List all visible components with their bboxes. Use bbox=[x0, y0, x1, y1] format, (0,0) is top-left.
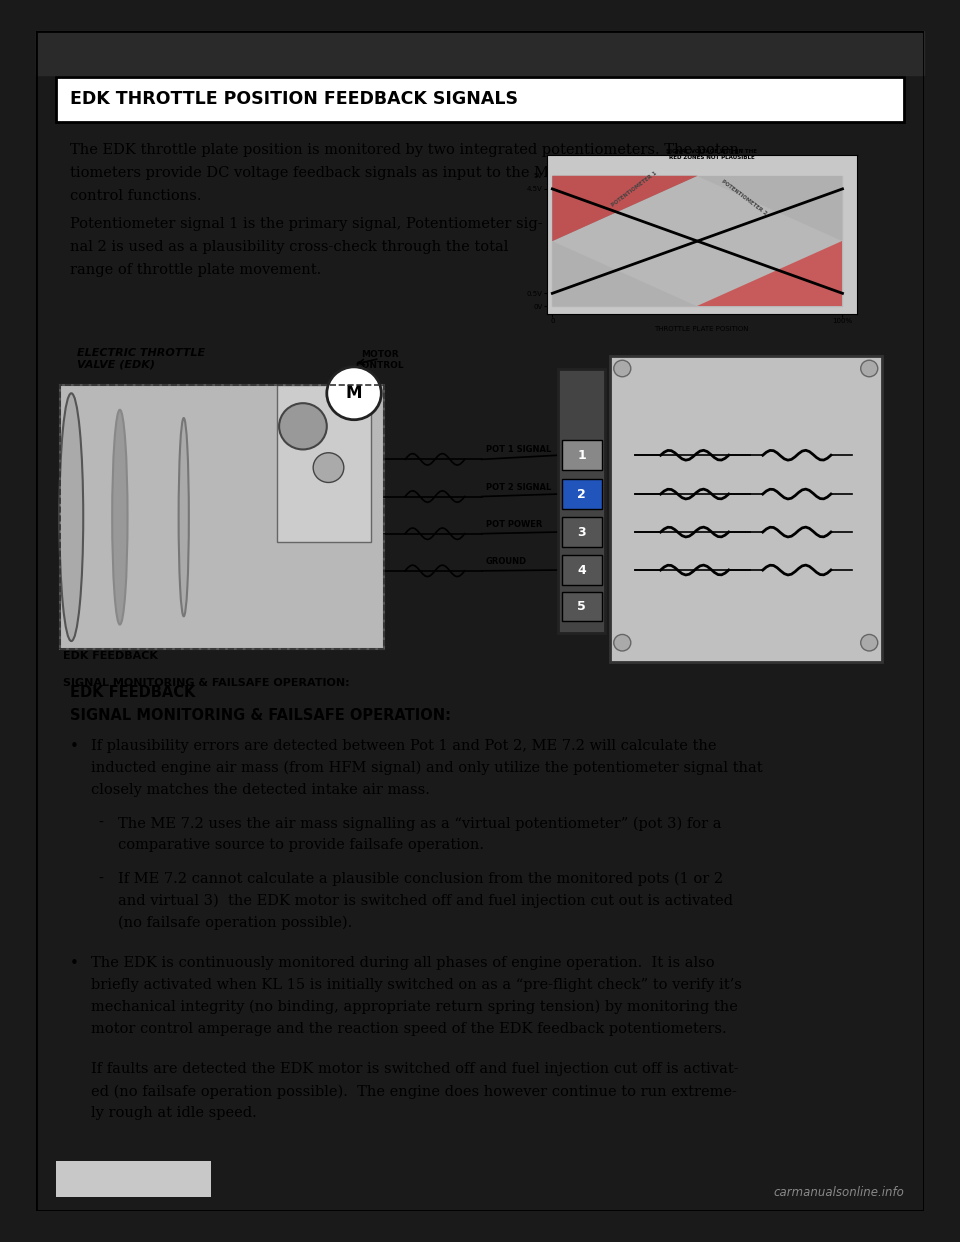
Circle shape bbox=[613, 635, 631, 651]
Bar bbox=[277, 385, 372, 542]
Text: range of throttle plate movement.: range of throttle plate movement. bbox=[70, 263, 322, 277]
Text: ed (no failsafe operation possible).  The engine does however continue to run ex: ed (no failsafe operation possible). The… bbox=[91, 1084, 737, 1098]
Text: 2: 2 bbox=[578, 488, 587, 501]
Bar bbox=[562, 555, 602, 585]
Text: The EDK is continuously monitored during all phases of engine operation.  It is : The EDK is continuously monitored during… bbox=[91, 956, 715, 970]
Text: closely matches the detected intake air mass.: closely matches the detected intake air … bbox=[91, 782, 430, 796]
Text: nal 2 is used as a plausibility cross-check through the total: nal 2 is used as a plausibility cross-ch… bbox=[70, 240, 509, 253]
Circle shape bbox=[326, 366, 381, 420]
Text: If faults are detected the EDK motor is switched off and fuel injection cut off : If faults are detected the EDK motor is … bbox=[91, 1062, 739, 1077]
Text: •: • bbox=[70, 956, 79, 971]
Text: 1: 1 bbox=[578, 448, 587, 462]
Bar bbox=[60, 385, 384, 650]
Text: comparative source to provide failsafe operation.: comparative source to provide failsafe o… bbox=[118, 838, 484, 852]
Text: The EDK throttle plate position is monitored by two integrated potentiometers. T: The EDK throttle plate position is monit… bbox=[70, 143, 744, 158]
Text: If plausibility errors are detected between Pot 1 and Pot 2, ME 7.2 will calcula: If plausibility errors are detected betw… bbox=[91, 739, 717, 753]
Circle shape bbox=[313, 453, 344, 482]
Text: MOTOR
CONTROL: MOTOR CONTROL bbox=[355, 350, 404, 370]
Ellipse shape bbox=[112, 410, 128, 625]
Text: SIGNAL VOLTAGE WITHIN THE
RED ZONES NOT PLAUSIBLE: SIGNAL VOLTAGE WITHIN THE RED ZONES NOT … bbox=[666, 149, 757, 160]
Text: M: M bbox=[346, 384, 362, 402]
Polygon shape bbox=[697, 176, 843, 241]
Text: POT POWER: POT POWER bbox=[486, 519, 542, 529]
Text: POTENTIOMETER 2: POTENTIOMETER 2 bbox=[721, 179, 768, 216]
Text: -: - bbox=[99, 872, 104, 886]
Text: SIGNAL MONITORING & FAILSAFE OPERATION:: SIGNAL MONITORING & FAILSAFE OPERATION: bbox=[70, 708, 451, 723]
Bar bbox=[562, 517, 602, 546]
Polygon shape bbox=[552, 176, 697, 241]
Ellipse shape bbox=[60, 394, 84, 641]
Polygon shape bbox=[552, 241, 697, 307]
Circle shape bbox=[861, 635, 877, 651]
Text: POTENTIOMETER 1: POTENTIOMETER 1 bbox=[611, 170, 658, 209]
Circle shape bbox=[613, 360, 631, 376]
Text: EDK FEEDBACK: EDK FEEDBACK bbox=[70, 684, 196, 699]
Text: EDK FEEDBACK: EDK FEEDBACK bbox=[62, 651, 157, 661]
Text: 5: 5 bbox=[578, 600, 587, 612]
Bar bbox=[562, 591, 602, 621]
Text: 4: 4 bbox=[578, 564, 587, 576]
Bar bbox=[56, 77, 904, 122]
Text: 24: 24 bbox=[63, 1172, 83, 1186]
Text: (no failsafe operation possible).: (no failsafe operation possible). bbox=[118, 915, 352, 930]
Bar bbox=[559, 369, 605, 633]
Bar bbox=[610, 356, 882, 662]
Text: EDK THROTTLE POSITION FEEDBACK SIGNALS: EDK THROTTLE POSITION FEEDBACK SIGNALS bbox=[70, 91, 518, 108]
Text: POT 2 SIGNAL: POT 2 SIGNAL bbox=[486, 483, 551, 492]
Circle shape bbox=[861, 360, 877, 376]
Text: control functions.: control functions. bbox=[70, 189, 202, 204]
Text: -: - bbox=[99, 816, 104, 830]
Text: tiometers provide DC voltage feedback signals as input to the ME 7.2 for throttl: tiometers provide DC voltage feedback si… bbox=[70, 166, 738, 180]
Text: Potentiometer signal 1 is the primary signal, Potentiometer sig-: Potentiometer signal 1 is the primary si… bbox=[70, 217, 542, 231]
Bar bbox=[36, 31, 924, 75]
Text: ly rough at idle speed.: ly rough at idle speed. bbox=[91, 1105, 257, 1120]
Text: POT 1 SIGNAL: POT 1 SIGNAL bbox=[486, 446, 551, 455]
Ellipse shape bbox=[179, 419, 189, 616]
Text: 3: 3 bbox=[578, 525, 587, 539]
Bar bbox=[56, 1161, 211, 1197]
Bar bbox=[562, 441, 602, 469]
Polygon shape bbox=[552, 176, 697, 241]
Bar bbox=[562, 479, 602, 509]
Text: •: • bbox=[70, 739, 79, 754]
Text: motor control amperage and the reaction speed of the EDK feedback potentiometers: motor control amperage and the reaction … bbox=[91, 1022, 727, 1036]
Polygon shape bbox=[697, 241, 843, 307]
X-axis label: THROTTLE PLATE POSITION: THROTTLE PLATE POSITION bbox=[655, 325, 749, 332]
Text: briefly activated when KL 15 is initially switched on as a “pre-flight check” to: briefly activated when KL 15 is initiall… bbox=[91, 977, 742, 992]
Text: GROUND: GROUND bbox=[486, 556, 527, 566]
Bar bbox=[60, 385, 384, 650]
Circle shape bbox=[279, 404, 326, 450]
Text: If ME 7.2 cannot calculate a plausible conclusion from the monitored pots (1 or : If ME 7.2 cannot calculate a plausible c… bbox=[118, 872, 723, 886]
Text: The ME 7.2 uses the air mass signalling as a “virtual potentiometer” (pot 3) for: The ME 7.2 uses the air mass signalling … bbox=[118, 816, 722, 831]
Text: mechanical integrity (no binding, appropriate return spring tension) by monitori: mechanical integrity (no binding, approp… bbox=[91, 1000, 738, 1015]
Text: ELECTRIC THROTTLE
VALVE (EDK): ELECTRIC THROTTLE VALVE (EDK) bbox=[78, 348, 205, 369]
Text: SIGNAL MONITORING & FAILSAFE OPERATION:: SIGNAL MONITORING & FAILSAFE OPERATION: bbox=[62, 678, 349, 688]
Text: carmanualsonline.info: carmanualsonline.info bbox=[773, 1186, 904, 1200]
Text: inducted engine air mass (from HFM signal) and only utilize the potentiometer si: inducted engine air mass (from HFM signa… bbox=[91, 761, 763, 775]
Text: and virtual 3)  the EDK motor is switched off and fuel injection cut out is acti: and virtual 3) the EDK motor is switched… bbox=[118, 893, 733, 908]
